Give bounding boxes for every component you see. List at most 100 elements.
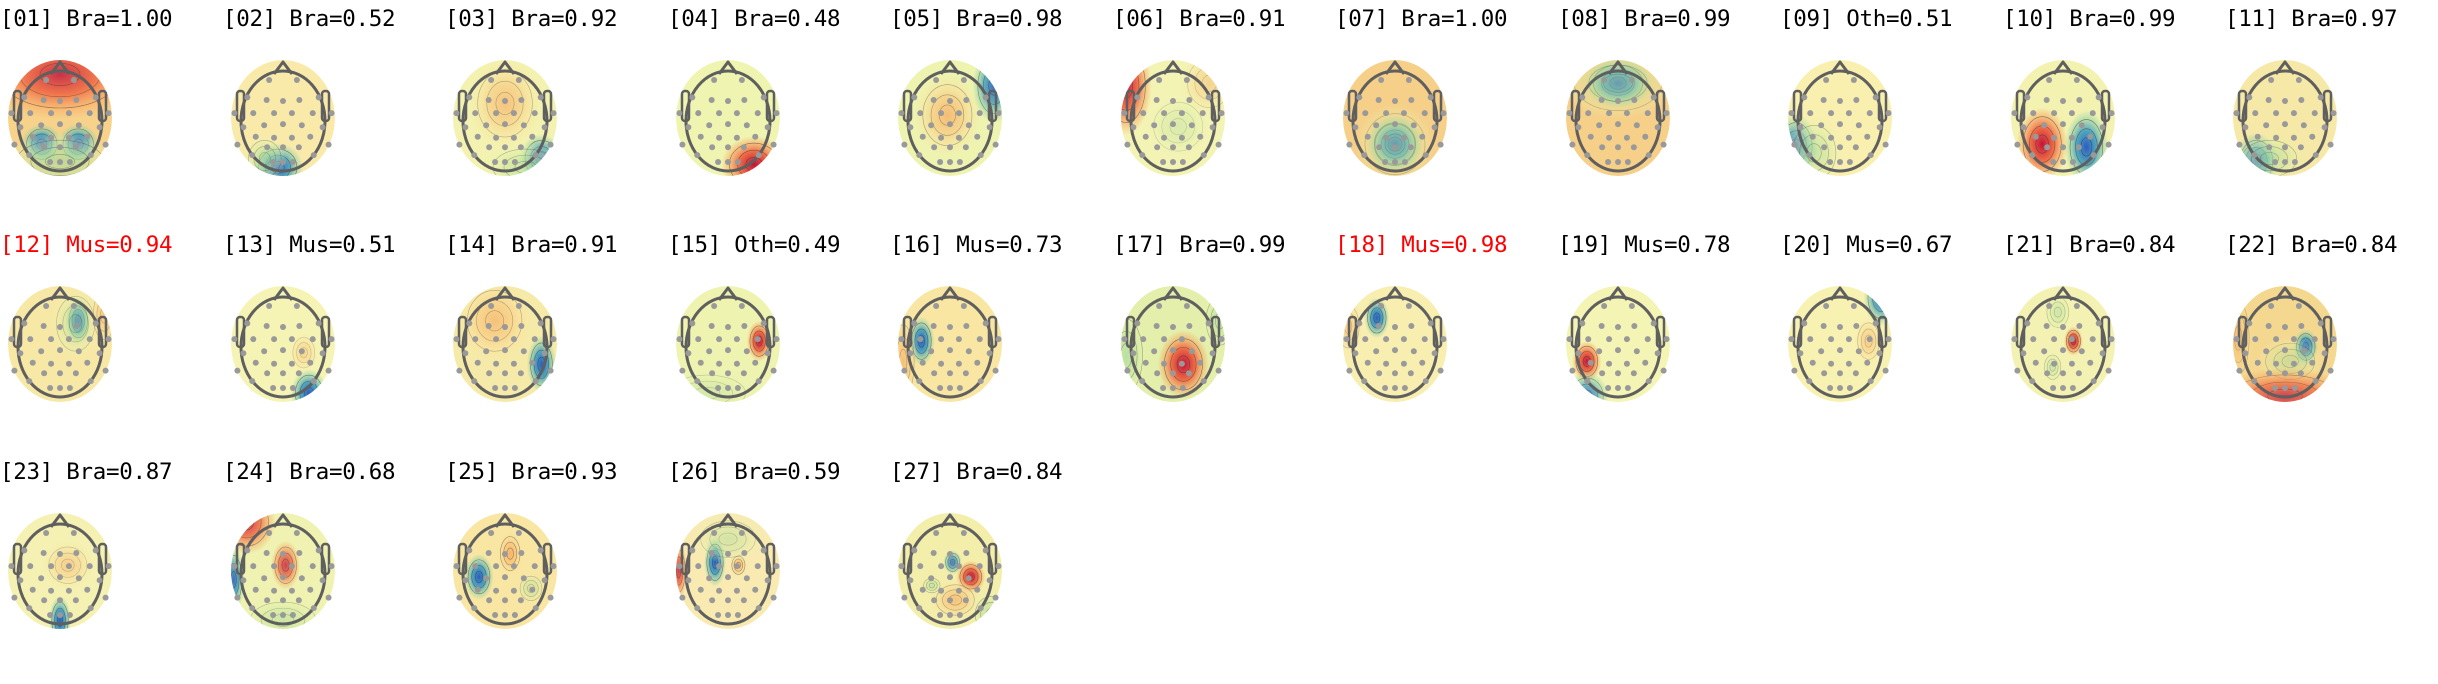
electrode-dot — [962, 370, 969, 377]
electrode-dot — [1605, 384, 1612, 391]
component-title: [22] Bra=0.84 — [2225, 232, 2398, 258]
electrode-dot — [328, 110, 335, 117]
electrode-dot — [2032, 133, 2039, 140]
electrode-dot — [2069, 158, 2076, 165]
electrode-dot — [65, 360, 72, 367]
topomap-head — [453, 513, 557, 629]
electrode-dot — [2060, 347, 2066, 354]
electrode-dot — [2051, 336, 2058, 343]
electrode-dot — [1121, 110, 1128, 117]
topomap-head — [1121, 286, 1225, 402]
electrode-dot — [547, 594, 554, 601]
nose-icon — [49, 286, 71, 301]
electrode-dot — [965, 348, 972, 355]
electrode-dot — [26, 152, 33, 159]
topomap-head — [898, 286, 1002, 402]
electrode-dot — [547, 367, 554, 374]
electrode-dot — [1615, 158, 1621, 165]
electrode-dot — [270, 384, 277, 391]
topomap-head — [231, 286, 335, 402]
nose-icon — [939, 286, 961, 301]
electrode-dot — [264, 144, 271, 151]
nose-icon — [717, 60, 739, 75]
electrode-dot — [1431, 124, 1438, 131]
electrode-dot — [1197, 359, 1204, 366]
electrode-dot — [92, 320, 99, 327]
electrode-dot — [264, 597, 271, 604]
electrode-dot — [240, 124, 247, 131]
electrode-dot — [2321, 124, 2328, 131]
electrode-dot — [26, 378, 33, 385]
electrode-dot — [974, 586, 981, 593]
electrode-dot — [898, 563, 905, 570]
electrode-dot — [2251, 378, 2258, 385]
electrode-dot — [485, 97, 492, 103]
topomap-head — [2011, 60, 2115, 176]
electrode-dot — [87, 378, 94, 385]
electrode-dot — [73, 550, 80, 556]
electrode-dot — [743, 348, 750, 355]
electrode-dot — [2068, 360, 2075, 367]
electrode-dot — [1200, 378, 1207, 385]
electrode-dot — [1401, 384, 1408, 391]
topomap-head — [1788, 286, 1892, 402]
electrode-dot — [1199, 110, 1206, 117]
component-title: [12] Mus=0.94 — [0, 232, 173, 258]
electrode-dot — [2060, 370, 2066, 377]
ear-icon — [902, 542, 913, 576]
electrode-dot — [1392, 324, 1398, 331]
electrode-dot — [510, 587, 517, 594]
electrode-dot — [486, 597, 493, 604]
electrode-dot — [2272, 158, 2279, 165]
ear-icon — [12, 89, 23, 123]
electrode-dot — [1660, 367, 1667, 374]
electrode-dot — [2011, 336, 2018, 343]
electrode-dot — [2046, 77, 2053, 84]
electrode-dot — [47, 158, 54, 165]
topomap-head — [1121, 60, 1225, 176]
electrode-dot — [986, 350, 993, 357]
electrode-dot — [916, 152, 923, 159]
electrode-dot — [1654, 124, 1661, 131]
electrode-dot — [679, 141, 686, 148]
electrode-dot — [2024, 320, 2031, 327]
electrode-dot — [8, 110, 15, 117]
electrode-dot — [1644, 336, 1651, 343]
electrode-dot — [471, 605, 478, 612]
electrode-dot — [483, 575, 490, 582]
electrode-dot — [2273, 134, 2280, 141]
electrode-dot — [1855, 348, 1862, 355]
electrode-dot — [1362, 336, 1369, 343]
electrode-dot — [760, 94, 767, 101]
electrode-dot — [955, 587, 962, 594]
electrode-dot — [453, 563, 460, 570]
nose-icon — [494, 60, 516, 75]
electrode-dot — [2060, 121, 2066, 128]
electrode-dot — [264, 370, 271, 377]
electrode-dot — [1853, 323, 1860, 329]
electrode-dot — [1431, 350, 1438, 357]
electrode-dot — [271, 360, 278, 367]
electrode-dot — [1605, 158, 1612, 165]
electrode-dot — [315, 320, 322, 327]
electrode-dot — [310, 605, 317, 612]
electrode-dot — [72, 597, 79, 604]
electrode-dot — [2290, 336, 2297, 343]
electrode-dot — [244, 94, 251, 101]
electrode-dot — [244, 320, 251, 327]
electrode-dot — [741, 97, 748, 103]
component-panel: [19] Mus=0.78 — [1558, 232, 1780, 457]
component-title: [01] Bra=1.00 — [0, 6, 173, 32]
electrode-dot — [57, 551, 63, 558]
electrode-dot — [289, 384, 296, 391]
electrode-dot — [1364, 359, 1371, 366]
electrode-dot — [66, 384, 73, 391]
electrode-dot — [725, 121, 731, 128]
electrode-dot — [537, 94, 544, 101]
electrode-dot — [2029, 152, 2036, 159]
electrode-dot — [550, 563, 557, 570]
electrode-dot — [947, 324, 953, 331]
component-title: [16] Mus=0.73 — [890, 232, 1063, 258]
electrode-dot — [947, 158, 953, 165]
electrode-dot — [1205, 94, 1212, 101]
